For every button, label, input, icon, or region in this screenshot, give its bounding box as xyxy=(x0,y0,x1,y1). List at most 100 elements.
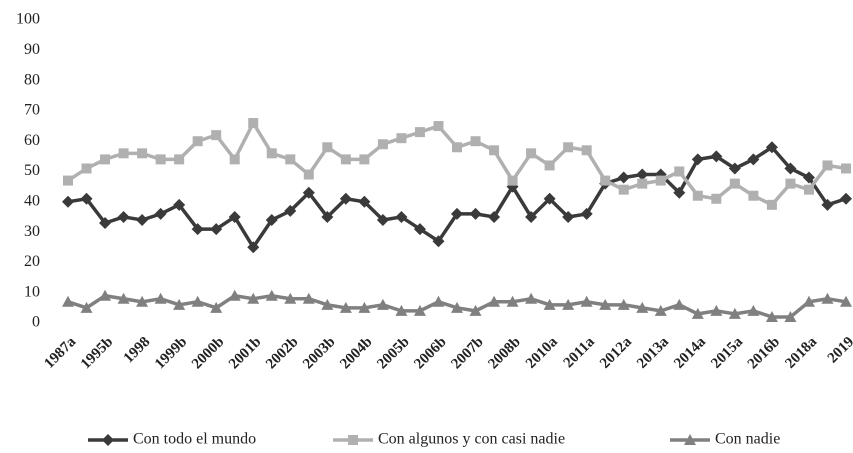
marker xyxy=(358,195,371,208)
marker xyxy=(488,210,501,223)
marker xyxy=(173,198,186,211)
marker xyxy=(673,298,686,310)
marker xyxy=(766,199,777,210)
marker xyxy=(358,301,371,313)
marker xyxy=(451,207,463,220)
marker xyxy=(526,148,537,159)
marker xyxy=(229,154,240,165)
x-tick-label: 2004b xyxy=(337,334,375,372)
marker xyxy=(562,298,575,310)
marker xyxy=(543,298,556,310)
marker xyxy=(414,127,425,138)
marker xyxy=(100,154,111,165)
marker xyxy=(581,145,592,156)
marker xyxy=(674,166,685,177)
series-line xyxy=(67,144,847,251)
x-tick-label: 1995b xyxy=(78,334,116,372)
marker xyxy=(247,241,260,254)
y-tick-label: 10 xyxy=(24,283,40,300)
x-tick-label: 2018a xyxy=(782,334,820,372)
x-tick-label: 2011a xyxy=(561,334,599,372)
x-tick-label: 2014a xyxy=(671,334,709,372)
marker xyxy=(802,295,815,307)
marker xyxy=(62,195,74,208)
x-tick-label: 1987a xyxy=(41,334,79,372)
marker xyxy=(711,193,722,204)
x-tick-label: 2002b xyxy=(263,334,301,372)
y-tick-label: 0 xyxy=(32,314,40,331)
marker xyxy=(191,223,204,236)
marker xyxy=(80,301,93,313)
marker xyxy=(302,292,315,304)
marker xyxy=(432,235,445,248)
marker xyxy=(654,304,667,316)
marker xyxy=(322,142,333,153)
marker xyxy=(117,292,130,304)
marker xyxy=(248,118,259,129)
marker xyxy=(600,175,611,186)
marker xyxy=(340,154,351,165)
marker xyxy=(747,153,760,166)
marker xyxy=(80,192,93,205)
marker xyxy=(728,307,741,319)
y-tick-label: 80 xyxy=(24,71,40,88)
marker xyxy=(377,139,388,150)
marker xyxy=(785,178,796,189)
marker xyxy=(302,186,315,199)
marker xyxy=(228,289,241,301)
marker xyxy=(543,192,556,205)
marker xyxy=(821,292,834,304)
x-tick-label: 2019 xyxy=(825,334,853,367)
marker xyxy=(710,150,723,163)
marker xyxy=(636,168,649,181)
marker xyxy=(348,435,358,445)
marker xyxy=(692,190,703,201)
x-tick-label: 2010a xyxy=(523,334,561,372)
marker xyxy=(822,160,833,171)
marker xyxy=(489,145,500,156)
marker xyxy=(99,289,112,301)
marker xyxy=(228,210,241,223)
marker xyxy=(432,295,445,307)
marker xyxy=(580,295,593,307)
marker xyxy=(748,190,759,201)
marker xyxy=(211,130,222,141)
legend-label: Con todo el mundo xyxy=(133,431,256,448)
marker xyxy=(376,213,389,226)
marker xyxy=(63,175,73,186)
marker xyxy=(210,223,223,236)
marker xyxy=(728,162,741,175)
x-tick-label: 2013a xyxy=(634,334,672,372)
marker xyxy=(339,301,352,313)
marker xyxy=(841,163,851,174)
x-tick-label: 2005b xyxy=(374,334,412,372)
marker xyxy=(507,175,518,186)
marker xyxy=(339,192,352,205)
marker xyxy=(321,210,334,223)
legend-label: Con algunos y con casi nadie xyxy=(378,431,565,448)
marker xyxy=(376,298,389,310)
marker xyxy=(599,298,612,310)
x-tick-label: 2008b xyxy=(485,334,523,372)
marker xyxy=(821,198,834,211)
marker xyxy=(284,204,297,217)
marker xyxy=(117,210,130,223)
marker xyxy=(452,142,462,153)
marker xyxy=(729,178,740,189)
marker xyxy=(617,171,630,184)
marker xyxy=(469,304,482,316)
x-tick-label: 2012a xyxy=(597,334,635,372)
marker xyxy=(174,154,185,165)
marker xyxy=(784,162,797,175)
x-tick-label: 2003b xyxy=(300,334,338,372)
x-tick-label: 2016b xyxy=(745,334,783,372)
y-tick-label: 90 xyxy=(24,41,40,58)
x-tick-label: 1998 xyxy=(121,334,154,367)
marker xyxy=(580,207,593,220)
marker xyxy=(691,307,704,319)
marker xyxy=(102,434,114,446)
x-tick-label: 1999b xyxy=(152,334,190,372)
marker xyxy=(62,295,74,307)
marker xyxy=(359,154,370,165)
